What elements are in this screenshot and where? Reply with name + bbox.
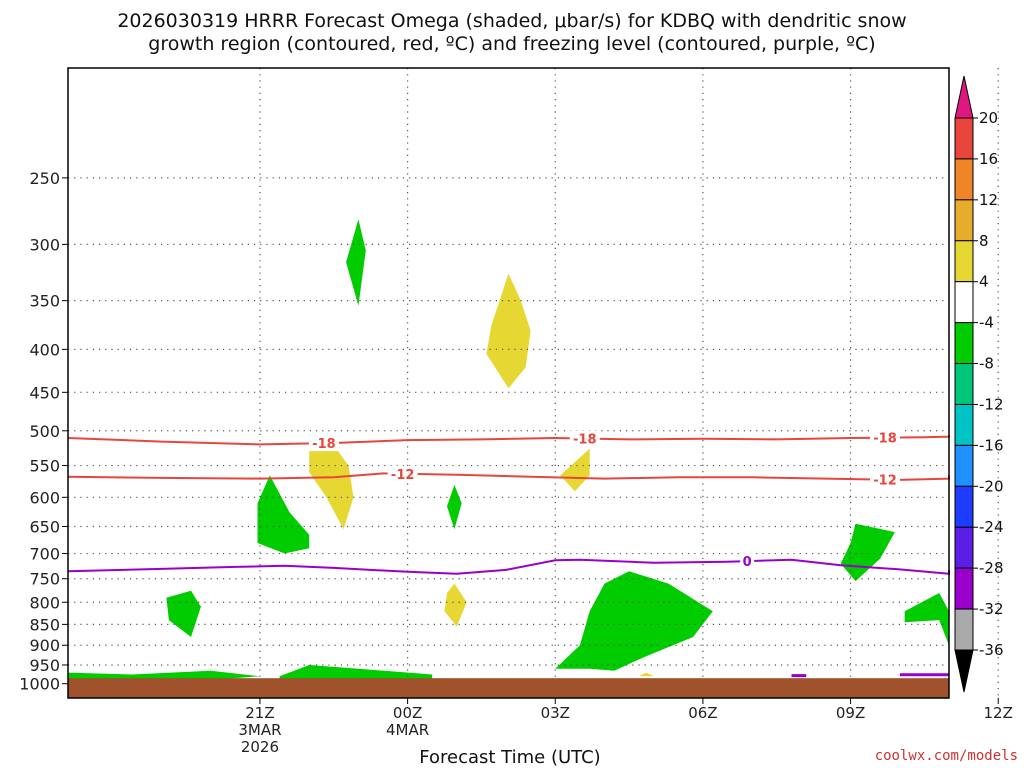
- terrain: [68, 678, 949, 698]
- omega-region-negative-1: [346, 219, 366, 306]
- y-tick-label-900: 900: [29, 636, 60, 655]
- colorbar-bin-13: [954, 608, 974, 651]
- colorbar-label-12: 12: [979, 191, 998, 209]
- y-tick-label-850: 850: [29, 615, 60, 634]
- colorbar-bin-2: [954, 158, 974, 201]
- x-tick-label-09Z-line-1: 09Z: [836, 704, 865, 722]
- chart-title-line-1: 2026030319 HRRR Forecast Omega (shaded, …: [117, 10, 906, 32]
- chart-title-line-2: growth region (contoured, red, ºC) and f…: [148, 33, 875, 55]
- colorbar-label--12: -12: [979, 395, 1004, 413]
- colorbar-bin-5: [954, 281, 974, 324]
- colorbar-label--32: -32: [979, 600, 1004, 618]
- colorbar-label-8: 8: [979, 232, 989, 250]
- colorbar: 20 16 12 8 4 -4 -8 -12 -16 -20 -24 -28 -32 -36: [954, 75, 1004, 693]
- credit-text: coolwx.com/models: [875, 748, 1018, 764]
- colorbar-label-4: 4: [979, 273, 989, 291]
- x-tick-label-06Z-line-1: 06Z: [688, 704, 717, 722]
- x-tick-label-12Z-line-1: 12Z: [984, 704, 1013, 722]
- colorbar-label--8: -8: [979, 355, 994, 373]
- contour-label-bg: [870, 429, 901, 446]
- omega-region-negative-13: [279, 665, 433, 680]
- colorbar-bin-3: [954, 199, 974, 242]
- colorbar-label--28: -28: [979, 559, 1004, 577]
- contour-line-0: [67, 558, 950, 575]
- contour-label-bg: [740, 553, 755, 570]
- colorbar-bin-1: [954, 117, 974, 160]
- omega-region-negative-10: [555, 571, 713, 671]
- contour-label--18: -18: [873, 432, 897, 447]
- colorbar-top-arrow: [954, 75, 974, 119]
- y-tick-label-1000: 1000: [19, 675, 60, 694]
- contour-label-bg: [308, 435, 339, 452]
- omega-region-positive-2: [486, 273, 531, 389]
- gridlines: [68, 68, 999, 698]
- contour-label--18: -18: [312, 437, 336, 452]
- colorbar-label--24: -24: [979, 518, 1004, 536]
- y-tick-label-650: 650: [29, 518, 60, 537]
- contour-label-bg: [870, 471, 901, 488]
- contour-label--12: -12: [391, 468, 415, 483]
- x-tick-label-21Z-line-3: 2026: [241, 738, 279, 756]
- colorbar-bin-8: [954, 403, 974, 446]
- x-tick-label-00Z-line-2: 4MAR: [386, 721, 429, 739]
- omega-region-negative-6: [447, 484, 462, 530]
- omega-region-negative-5: [257, 475, 310, 554]
- y-tick-label-550: 550: [29, 457, 60, 476]
- colorbar-bin-11: [954, 526, 974, 569]
- y-tick-label-700: 700: [29, 545, 60, 564]
- omega-region-positive-14: [638, 672, 654, 677]
- ground-terrain: [68, 678, 949, 698]
- colorbar-bin-6: [954, 322, 974, 365]
- colorbar-bin-7: [954, 363, 974, 405]
- x-tick-label-00Z-line-1: 00Z: [393, 704, 422, 722]
- contour-label--18: -18: [573, 433, 597, 448]
- colorbar-bin-4: [954, 240, 974, 283]
- y-tick-label-450: 450: [29, 383, 60, 402]
- colorbar-label--36: -36: [979, 641, 1004, 659]
- colorbar-label--16: -16: [979, 436, 1004, 454]
- omega-region-negative-11: [904, 593, 949, 669]
- plot-frame: [67, 67, 950, 699]
- x-tick-label-21Z-line-2: 3MAR: [238, 721, 281, 739]
- y-tick-label-950: 950: [29, 656, 60, 675]
- colorbar-bin-9: [954, 444, 974, 487]
- colorbar-label--4: -4: [979, 314, 994, 332]
- contour-label-bg: [387, 465, 418, 482]
- colorbar-bin-10: [954, 485, 974, 528]
- omega-shading: [68, 219, 949, 680]
- y-tick-label-300: 300: [29, 235, 60, 254]
- contour-label-bg: [569, 430, 600, 447]
- colorbar-label--20: -20: [979, 477, 1004, 495]
- temperature-contours: -18 -18 -18 -12 -12 0: [67, 429, 950, 678]
- colorbar-label-20: 20: [979, 109, 998, 127]
- y-tick-label-250: 250: [29, 169, 60, 188]
- x-tick-label-03Z-line-1: 03Z: [541, 704, 570, 722]
- y-tick-label-600: 600: [29, 488, 60, 507]
- y-tick-label-500: 500: [29, 422, 60, 441]
- colorbar-label-16: 16: [979, 150, 998, 168]
- contour-label-0: 0: [743, 555, 752, 570]
- y-tick-label-350: 350: [29, 292, 60, 311]
- omega-region-negative-12: [68, 670, 260, 680]
- contour-label--12: -12: [873, 474, 897, 489]
- colorbar-bin-12: [954, 567, 974, 610]
- omega-region-positive-4: [560, 448, 590, 492]
- y-tick-label-800: 800: [29, 593, 60, 612]
- y-tick-label-750: 750: [29, 570, 60, 589]
- omega-region-positive-3: [309, 434, 354, 530]
- x-tick-label-21Z-line-1: 21Z: [245, 704, 274, 722]
- y-axis-ticks: 250 300 350 400 450 500 550 600 650 700 750 800 850 9…: [19, 169, 68, 694]
- y-tick-label-400: 400: [29, 340, 60, 359]
- x-axis-label: Forecast Time (UTC): [419, 747, 600, 768]
- omega-region-positive-8: [444, 583, 467, 627]
- colorbar-bottom-arrow: [954, 649, 974, 693]
